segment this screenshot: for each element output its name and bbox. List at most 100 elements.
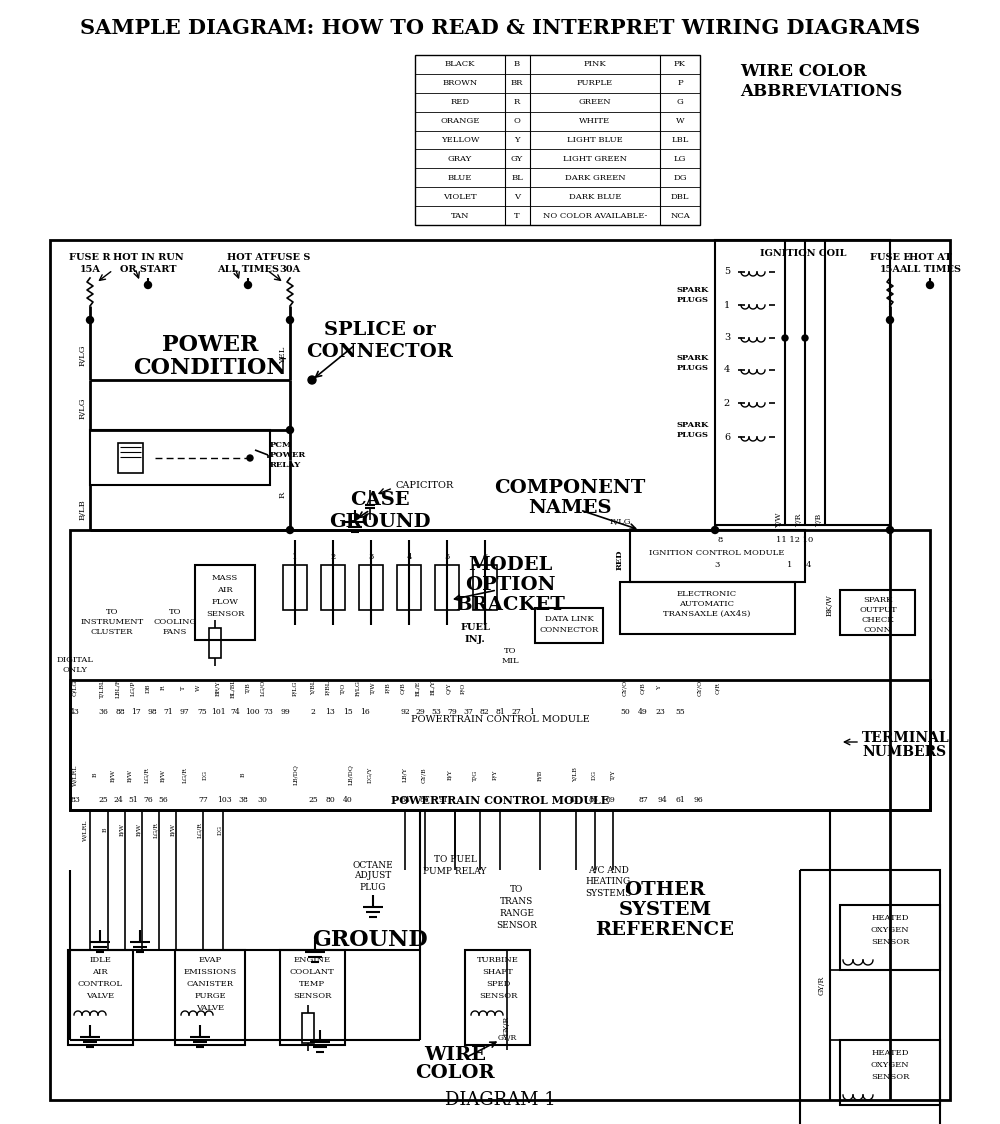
Text: B/W: B/W xyxy=(136,824,142,836)
Text: PK: PK xyxy=(674,61,686,69)
Text: 83: 83 xyxy=(70,796,80,804)
Text: B: B xyxy=(103,827,108,832)
Circle shape xyxy=(287,317,294,324)
Text: GY/O: GY/O xyxy=(698,680,702,696)
Text: 5: 5 xyxy=(444,553,450,561)
Text: P: P xyxy=(677,80,683,88)
Bar xyxy=(435,565,459,610)
Text: LIGHT BLUE: LIGHT BLUE xyxy=(567,136,623,144)
Text: 84: 84 xyxy=(419,796,429,804)
Text: 23: 23 xyxy=(655,708,665,716)
Text: DG: DG xyxy=(218,825,222,835)
Text: GY/O: GY/O xyxy=(622,680,628,696)
Text: BL/BL: BL/BL xyxy=(230,678,236,698)
Text: OCTANE: OCTANE xyxy=(353,861,393,870)
Text: 50: 50 xyxy=(620,708,630,716)
Text: 13: 13 xyxy=(325,708,335,716)
Text: 49: 49 xyxy=(638,708,648,716)
Text: CHECK: CHECK xyxy=(862,616,894,624)
Text: 3: 3 xyxy=(368,553,374,561)
Text: 56: 56 xyxy=(158,796,168,804)
Text: 53: 53 xyxy=(431,708,441,716)
Text: LG/R: LG/R xyxy=(144,767,150,783)
Text: SENSOR: SENSOR xyxy=(871,1073,909,1081)
Text: LG/P: LG/P xyxy=(130,680,136,696)
Text: B: B xyxy=(92,773,98,778)
Text: GROUND: GROUND xyxy=(312,930,428,951)
Text: NO COLOR AVAILABLE-: NO COLOR AVAILABLE- xyxy=(543,211,647,219)
Bar xyxy=(70,531,930,810)
Text: 82: 82 xyxy=(479,708,489,716)
Text: 30: 30 xyxy=(257,796,267,804)
Text: POWER: POWER xyxy=(162,334,258,356)
Text: IGNITION CONTROL MODULE: IGNITION CONTROL MODULE xyxy=(649,549,785,558)
Text: TO: TO xyxy=(106,608,118,616)
Text: PINK: PINK xyxy=(584,61,606,69)
Text: WIRE: WIRE xyxy=(424,1046,486,1064)
Text: CANISTER: CANISTER xyxy=(186,980,234,988)
Text: LG: LG xyxy=(674,155,686,163)
Text: O/B: O/B xyxy=(400,682,406,694)
Text: 15A: 15A xyxy=(80,265,100,274)
Bar xyxy=(50,241,950,1100)
Text: B/W: B/W xyxy=(110,769,116,781)
Text: ABBREVIATIONS: ABBREVIATIONS xyxy=(740,83,902,100)
Text: O: O xyxy=(514,117,520,125)
Text: GY/R: GY/R xyxy=(818,976,826,995)
Text: BR/Y: BR/Y xyxy=(216,680,220,696)
Text: 2: 2 xyxy=(724,399,730,408)
Text: POWERTRAIN CONTROL MODULE: POWERTRAIN CONTROL MODULE xyxy=(391,795,609,806)
Text: VIOLET: VIOLET xyxy=(443,192,477,201)
Text: PUMP RELAY: PUMP RELAY xyxy=(423,868,487,877)
Text: CONDITION: CONDITION xyxy=(133,357,287,379)
Text: GREEN: GREEN xyxy=(579,98,611,107)
Text: DARK BLUE: DARK BLUE xyxy=(569,192,621,201)
Text: 4: 4 xyxy=(805,561,811,569)
Text: RED: RED xyxy=(450,98,470,107)
Text: SENSOR: SENSOR xyxy=(497,922,537,931)
Bar xyxy=(321,565,345,610)
Text: BLACK: BLACK xyxy=(445,61,475,69)
Text: CONTROL: CONTROL xyxy=(78,980,122,988)
Text: 64: 64 xyxy=(400,796,410,804)
Text: 6: 6 xyxy=(482,553,488,561)
Text: G: G xyxy=(677,98,683,107)
Text: 6: 6 xyxy=(724,433,730,442)
Text: Y: Y xyxy=(658,686,662,690)
Bar xyxy=(195,565,255,640)
Circle shape xyxy=(247,455,253,461)
Text: PLUGS: PLUGS xyxy=(677,364,709,372)
Text: 61: 61 xyxy=(675,796,685,804)
Text: Y/W: Y/W xyxy=(775,513,783,528)
Text: SENSOR: SENSOR xyxy=(871,939,909,946)
Text: LBL/R: LBL/R xyxy=(116,678,120,698)
Text: 16: 16 xyxy=(360,708,370,716)
Text: OTHER: OTHER xyxy=(624,881,706,899)
Text: TERMINAL: TERMINAL xyxy=(862,731,950,745)
Text: 4: 4 xyxy=(406,553,412,561)
Text: T: T xyxy=(514,211,520,219)
Text: 1: 1 xyxy=(787,561,793,569)
Text: CLUSTER: CLUSTER xyxy=(91,628,133,636)
Text: B/Y: B/Y xyxy=(448,770,452,780)
Text: SENSOR: SENSOR xyxy=(206,610,244,618)
Text: 25: 25 xyxy=(98,796,108,804)
Text: 11 12 10: 11 12 10 xyxy=(776,536,814,544)
Text: MIL: MIL xyxy=(501,658,519,665)
Text: 87: 87 xyxy=(638,796,648,804)
Text: 91: 91 xyxy=(438,796,448,804)
Text: TO: TO xyxy=(169,608,181,616)
Text: FUEL: FUEL xyxy=(460,624,490,633)
Circle shape xyxy=(244,281,252,289)
Text: RELAY: RELAY xyxy=(270,461,301,469)
Text: FUSE R: FUSE R xyxy=(69,254,111,263)
Text: B/W: B/W xyxy=(170,824,176,836)
Text: 30A: 30A xyxy=(279,265,301,274)
Bar xyxy=(397,565,421,610)
Text: LG/R: LG/R xyxy=(182,767,188,783)
Bar xyxy=(280,950,345,1045)
Text: TEMP: TEMP xyxy=(299,980,325,988)
Text: BLUE: BLUE xyxy=(448,174,472,182)
Text: 103: 103 xyxy=(218,796,232,804)
Text: AUTOMATIC: AUTOMATIC xyxy=(680,600,734,608)
